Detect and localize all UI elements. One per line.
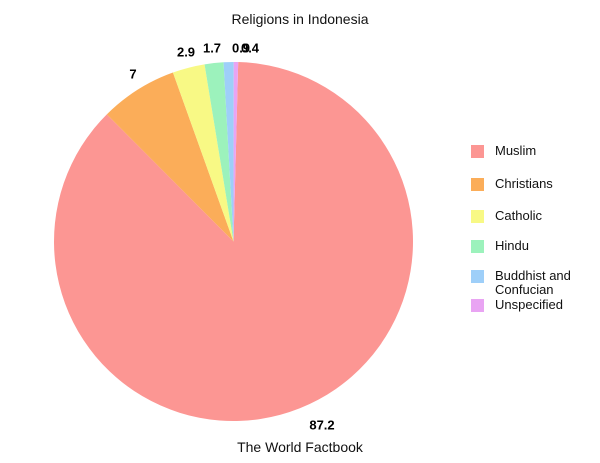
legend-label-muslim: Muslim [495,143,537,158]
pie-slice-muslim [54,62,414,421]
legend-swatch-muslim [471,145,484,158]
legend-item-hindu: Hindu [471,238,529,253]
pie-slice-christians [106,72,234,242]
legend-swatch-catholic [471,210,484,223]
legend-swatch-christians [471,178,484,191]
legend-item-buddhist-and-confucian: Buddhist and Confucian [471,268,587,297]
chart-caption: The World Factbook [237,439,363,455]
legend: Muslim Christians Catholic Hindu Buddhist an… [471,0,600,463]
legend-swatch-unspecified [471,299,484,312]
legend-label-buddhist-and-confucian: Buddhist and Confucian [495,268,571,297]
value-label-muslim: 87.2 [309,417,335,433]
legend-item-christians: Christians [471,176,553,191]
value-label-hindu: 1.7 [202,40,222,56]
pie-slice-unspecified [233,62,239,242]
legend-swatch-buddhist-and-confucian [471,270,484,283]
legend-item-catholic: Catholic [471,208,542,223]
pie-slice-catholic [172,64,234,242]
legend-label-unspecified: Unspecified [495,297,563,312]
legend-label-catholic: Catholic [495,208,542,223]
value-label-buddhist-and-confucian: 0.9 [231,40,251,56]
legend-swatch-hindu [471,240,484,253]
legend-item-unspecified: Unspecified [471,297,563,312]
legend-label-christians: Christians [495,176,553,191]
legend-label-hindu: Hindu [495,238,529,253]
legend-item-muslim: Muslim [471,143,537,158]
value-label-christians: 7 [129,66,137,82]
value-label-catholic: 2.9 [176,44,196,60]
pie-slice-hindu [204,62,234,242]
value-label-unspecified: 0.4 [240,40,260,56]
chart-title: Religions in Indonesia [231,11,369,27]
pie-slice-buddhist-and-confucian [223,61,234,242]
pie-slices [54,61,414,421]
